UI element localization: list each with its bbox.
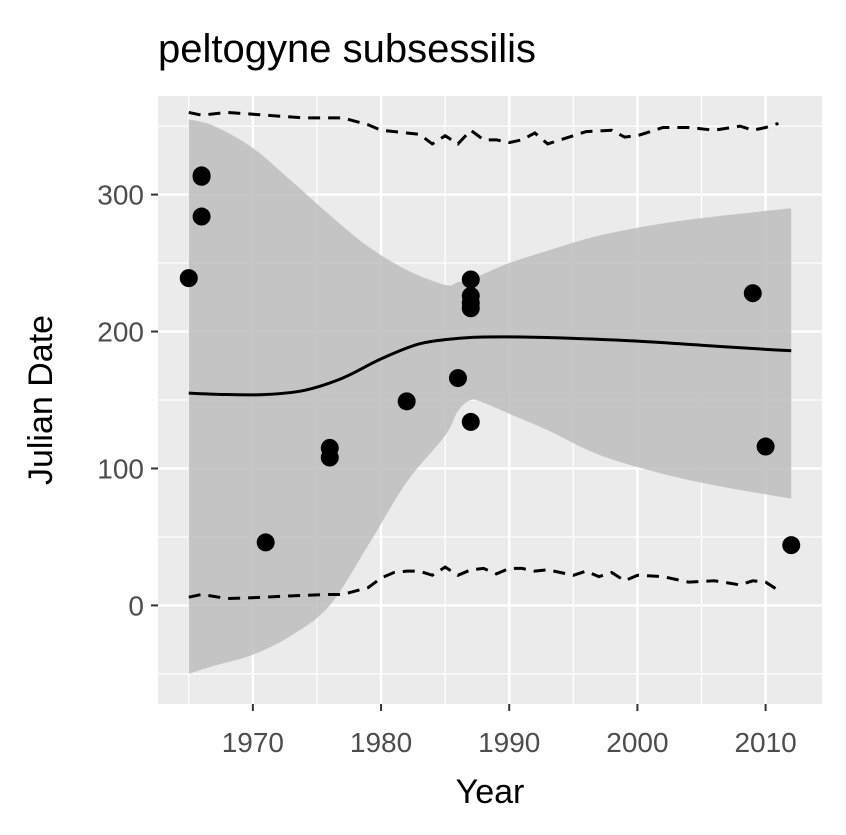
x-tick-label: 2010	[734, 727, 796, 758]
data-point	[782, 536, 801, 555]
data-point	[256, 533, 275, 552]
chart-title: peltogyne subsessilis	[158, 27, 536, 71]
data-point	[397, 392, 416, 411]
data-point	[756, 437, 775, 456]
x-axis: 1970 1980 1990 2000 2010	[222, 704, 797, 758]
y-tick-label: 300	[97, 180, 144, 211]
lower-quantile-line	[188, 565, 780, 601]
data-point	[461, 270, 480, 289]
data-point	[743, 284, 762, 303]
data-point	[461, 299, 480, 318]
x-axis-title: Year	[456, 773, 525, 811]
upper-quantile-line	[188, 110, 779, 146]
fit-line	[188, 335, 792, 397]
y-axis: 0 100 200 300	[97, 180, 158, 621]
data-point	[320, 448, 339, 467]
y-tick-label: 0	[128, 590, 144, 621]
data-point	[448, 369, 467, 388]
data-point	[192, 207, 211, 226]
x-tick-label: 1970	[222, 727, 284, 758]
y-axis-title: Julian Date	[22, 315, 60, 485]
y-tick-label: 100	[97, 453, 144, 484]
confidence-band	[188, 119, 792, 674]
points-layer	[179, 166, 801, 555]
data-point	[192, 166, 211, 185]
y-tick-label: 200	[97, 317, 144, 348]
x-tick-label: 2000	[606, 727, 668, 758]
fit-line-layer	[188, 335, 792, 397]
x-tick-label: 1990	[478, 727, 540, 758]
data-point	[179, 269, 198, 288]
confidence-band-layer	[188, 119, 792, 674]
data-point	[461, 412, 480, 431]
quantile-lines-layer	[188, 110, 780, 601]
x-tick-label: 1980	[350, 727, 412, 758]
